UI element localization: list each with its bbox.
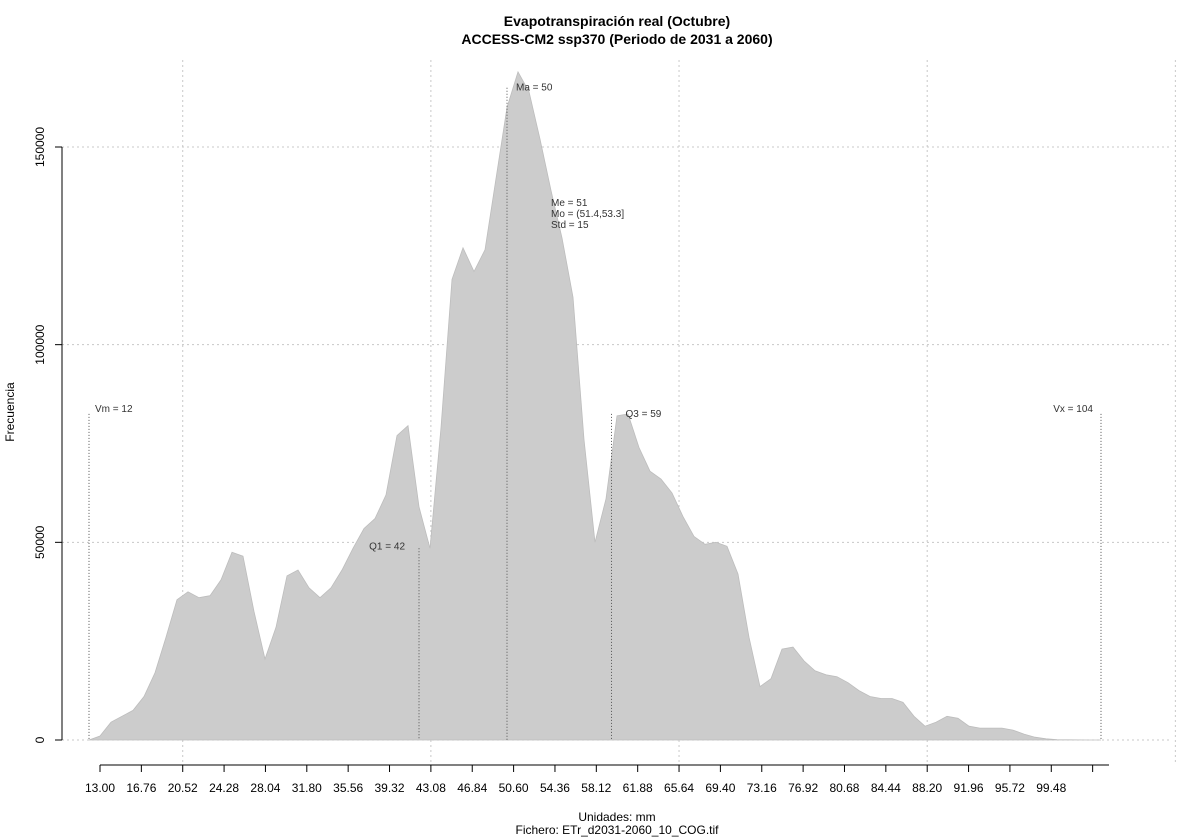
x-tick-label: 24.28 <box>209 781 239 795</box>
x-tick-label: 16.76 <box>126 781 156 795</box>
x-tick-label: 80.68 <box>829 781 859 795</box>
label-mo: Mo = (51.4,53.3] <box>551 209 624 220</box>
x-tick-label: 35.56 <box>333 781 363 795</box>
x-tick-label: 58.12 <box>581 781 611 795</box>
label-vm: Vm = 12 <box>95 404 133 415</box>
x-axis-title: Unidades: mm <box>578 810 656 824</box>
label-vx: Vx = 104 <box>1053 404 1093 415</box>
label-ma: Ma = 50 <box>516 83 553 94</box>
y-tick-label: 150000 <box>33 127 47 167</box>
x-tick-label: 31.80 <box>292 781 322 795</box>
y-tick-label: 100000 <box>33 324 47 364</box>
x-tick-label: 54.36 <box>540 781 570 795</box>
file-caption: Fichero: ETr_d2031-2060_10_COG.tif <box>515 823 719 837</box>
label-q3: Q3 = 59 <box>626 409 662 420</box>
x-tick-label: 88.20 <box>912 781 942 795</box>
x-tick-label: 95.72 <box>995 781 1025 795</box>
density-area <box>88 70 1101 741</box>
x-tick-label: 69.40 <box>705 781 735 795</box>
x-tick-label: 76.92 <box>788 781 818 795</box>
y-tick-label: 0 <box>33 736 47 743</box>
label-std: Std = 15 <box>551 220 589 231</box>
axes: 13.00 16.76 20.52 24.28 28.04 31.80 35.56 39.32… <box>33 127 1109 795</box>
x-tick-label: 28.04 <box>250 781 280 795</box>
x-tick-label: 50.60 <box>499 781 529 795</box>
x-tick-label: 43.08 <box>416 781 446 795</box>
x-tick-label: 39.32 <box>375 781 405 795</box>
label-q1: Q1 = 42 <box>369 541 405 552</box>
label-me: Me = 51 <box>551 198 588 209</box>
stat-markers: Vm = 12 Vx = 104 Q1 = 42 Q3 = 59 Ma = 50 Me =… <box>88 83 1102 740</box>
x-tick-label: 73.16 <box>747 781 777 795</box>
x-tick-label: 84.44 <box>871 781 901 795</box>
x-tick-label: 99.48 <box>1036 781 1066 795</box>
chart-subtitle: ACCESS-CM2 ssp370 (Periodo de 2031 a 206… <box>461 31 773 47</box>
frequency-area <box>88 70 1101 741</box>
chart-title: Evapotranspiración real (Octubre) <box>503 13 731 29</box>
x-tick-label: 13.00 <box>85 781 115 795</box>
x-tick-label: 46.84 <box>457 781 487 795</box>
y-tick-label: 50000 <box>33 525 47 559</box>
y-axis-title: Frecuencia <box>3 382 17 442</box>
x-tick-label: 61.88 <box>623 781 653 795</box>
x-tick-label: 65.64 <box>664 781 694 795</box>
x-tick-label: 91.96 <box>954 781 984 795</box>
x-tick-label: 20.52 <box>168 781 198 795</box>
